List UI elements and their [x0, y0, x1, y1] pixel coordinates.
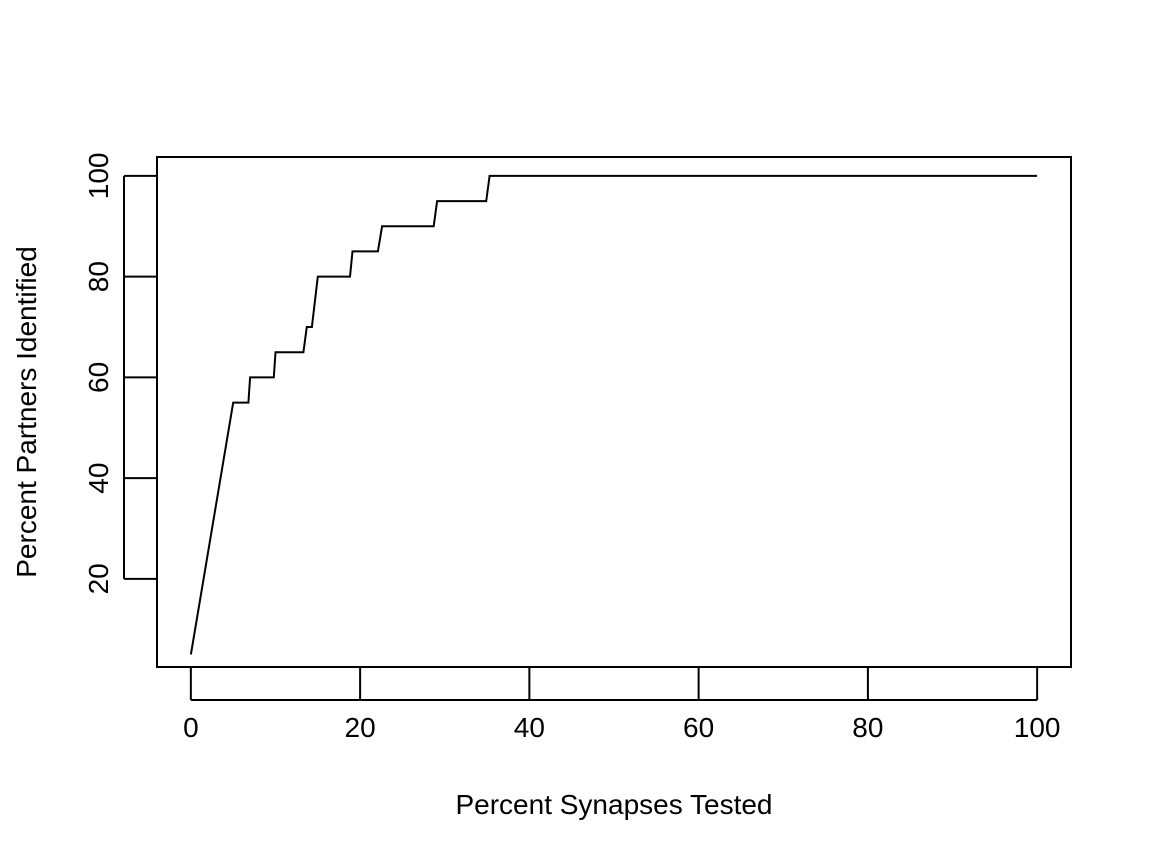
y-axis: 20 40 60 80 100	[83, 153, 157, 594]
y-tick-label: 40	[83, 463, 114, 494]
y-axis-title: Percent Partners Identified	[11, 246, 42, 578]
x-tick-label: 60	[683, 712, 714, 743]
y-tick-label: 80	[83, 261, 114, 292]
x-tick-label: 20	[345, 712, 376, 743]
x-axis-title: Percent Synapses Tested	[455, 789, 772, 820]
y-tick-label: 60	[83, 362, 114, 393]
y-tick-label: 20	[83, 563, 114, 594]
series-line	[189, 174, 1038, 655]
x-tick-label: 0	[183, 712, 199, 743]
y-tick-label: 100	[83, 153, 114, 200]
series-layer	[189, 174, 1038, 655]
x-tick-label: 40	[514, 712, 545, 743]
plot-frame	[156, 156, 1072, 668]
x-axis: 0 20 40 60 80 100	[183, 667, 1061, 743]
x-tick-label: 100	[1014, 712, 1061, 743]
x-tick-label: 80	[852, 712, 883, 743]
